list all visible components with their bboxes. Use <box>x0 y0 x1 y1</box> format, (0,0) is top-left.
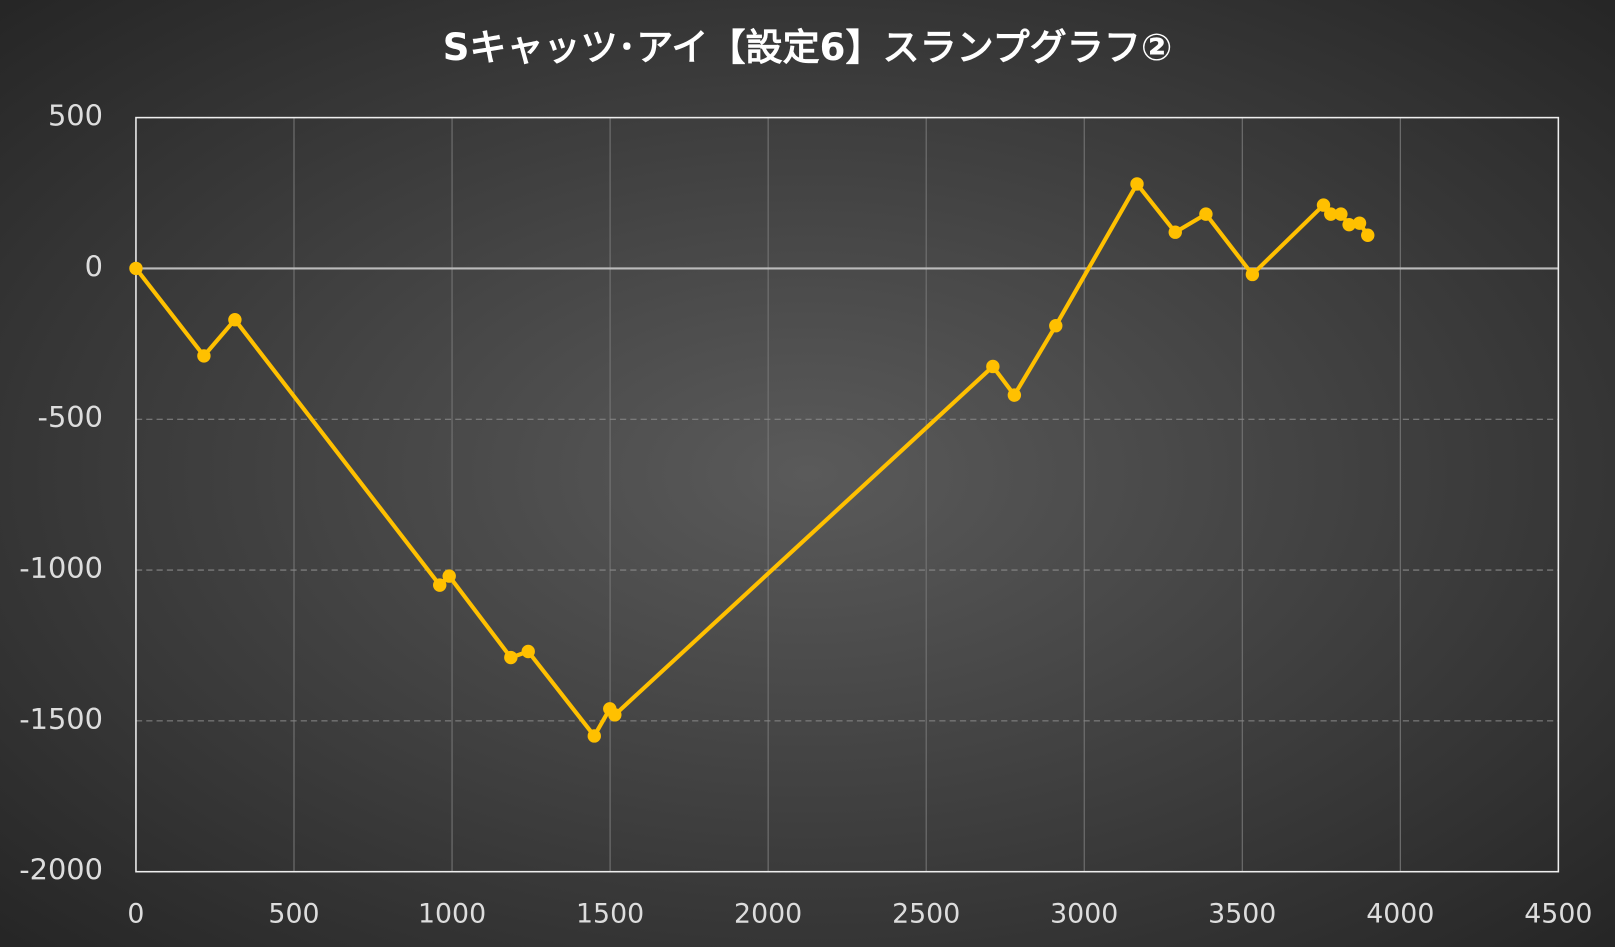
marker <box>504 650 518 665</box>
x-tick-label: 4000 <box>1366 899 1434 930</box>
x-tick-label: 2000 <box>734 899 802 930</box>
plot-border <box>135 116 1560 873</box>
x-tick-label: 0 <box>127 899 144 930</box>
marker <box>228 312 242 327</box>
y-tick-label: -1000 <box>19 551 103 585</box>
marker <box>1007 388 1022 402</box>
marker <box>1049 319 1063 333</box>
marker <box>197 349 211 363</box>
marker <box>1199 207 1213 221</box>
y-tick-label: -1500 <box>19 702 103 736</box>
marker <box>433 578 447 592</box>
x-tick-label: 1000 <box>418 899 486 930</box>
chart-title: Sキャッツ･アイ【設定6】スランプグラフ② <box>443 26 1173 69</box>
x-tick-label: 2500 <box>892 899 960 930</box>
marker <box>1334 207 1348 221</box>
marker <box>521 644 535 659</box>
y-tick-label: 500 <box>48 99 103 133</box>
marker <box>1168 225 1182 239</box>
y-tick-label: -500 <box>38 400 103 434</box>
marker <box>986 359 1000 374</box>
x-tick-label: 3000 <box>1050 899 1118 930</box>
marker <box>1361 228 1375 242</box>
x-tick-label: 3500 <box>1208 899 1276 930</box>
marker <box>587 729 601 743</box>
marker <box>129 261 143 276</box>
marker <box>1324 207 1338 221</box>
marker <box>608 708 622 722</box>
y-tick-label: -2000 <box>19 853 103 887</box>
marker <box>1316 198 1331 212</box>
marker <box>442 569 456 583</box>
marker <box>1130 177 1144 191</box>
x-tick-label: 500 <box>268 899 319 930</box>
x-tick-label: 4500 <box>1524 899 1592 930</box>
marker <box>1342 217 1356 232</box>
marker <box>1352 216 1367 230</box>
x-tick-label: 1500 <box>576 899 644 930</box>
y-tick-label: 0 <box>85 249 103 283</box>
marker <box>1245 267 1260 282</box>
